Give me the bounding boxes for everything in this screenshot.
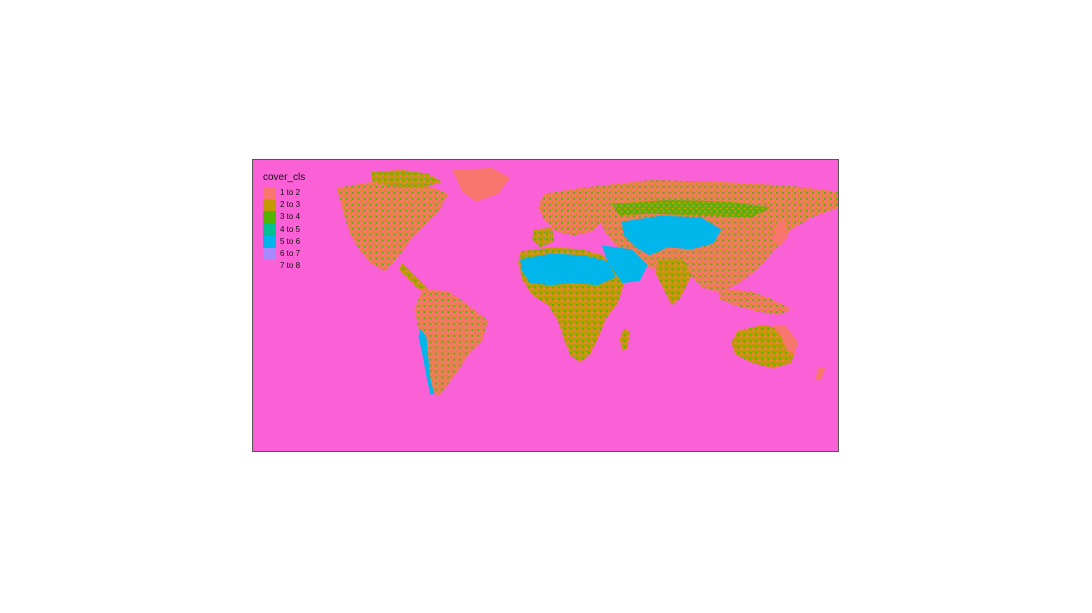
legend-swatch: [263, 260, 276, 273]
legend-label: 7 to 8: [280, 261, 301, 271]
land-india: [655, 259, 692, 306]
land-southeast-asia: [719, 289, 792, 315]
legend-swatch: [263, 199, 276, 212]
legend-item: 3 to 4: [263, 211, 305, 224]
legend-swatch: [263, 247, 276, 261]
land-australia-coast: [771, 324, 798, 355]
legend-label: 6 to 7: [280, 249, 301, 259]
legend-swatch: [263, 187, 276, 200]
legend-title: cover_cls: [263, 172, 306, 183]
land-south-america: [414, 289, 489, 397]
legend-label: 4 to 5: [280, 224, 301, 234]
land-japan: [773, 219, 788, 248]
legend-swatch: [263, 223, 276, 236]
land-central-asia-arid: [621, 215, 722, 256]
legend-label: 5 to 6: [280, 236, 301, 246]
land-sahara: [520, 253, 616, 286]
legend-item: 2 to 3: [263, 199, 305, 212]
legend-item: 5 to 6: [263, 235, 305, 248]
legend-label: 2 to 3: [280, 200, 301, 210]
legend-label: 3 to 4: [280, 212, 301, 222]
legend-item: 6 to 7: [263, 247, 305, 261]
map-legend: cover_cls 1 to 2 2 to 3 3 to 4 4 to 5 5 to 6…: [263, 172, 306, 273]
legend-item: 4 to 5: [263, 223, 305, 236]
land-europe: [538, 187, 604, 236]
land-iberia: [532, 227, 554, 248]
legend-items: 1 to 2 2 to 3 3 to 4 4 to 5 5 to 6 6 to 7 7 to…: [263, 187, 305, 273]
legend-label: 1 to 2: [280, 188, 301, 198]
map-panel: [252, 159, 839, 452]
world-raster-map: [253, 160, 838, 451]
legend-item: 7 to 8: [263, 260, 305, 273]
land-madagascar: [619, 328, 630, 351]
land-greenland: [452, 167, 511, 202]
legend-item: 1 to 2: [263, 187, 305, 200]
land-north-america: [336, 181, 449, 272]
land-arabia: [601, 245, 648, 284]
land-central-america: [398, 263, 431, 292]
land-new-zealand: [815, 366, 826, 381]
land-arctic-islands: [370, 169, 443, 188]
land-siberia-mix: [611, 199, 772, 218]
legend-swatch: [263, 235, 276, 248]
legend-swatch: [263, 211, 276, 224]
land-andes: [418, 328, 435, 395]
